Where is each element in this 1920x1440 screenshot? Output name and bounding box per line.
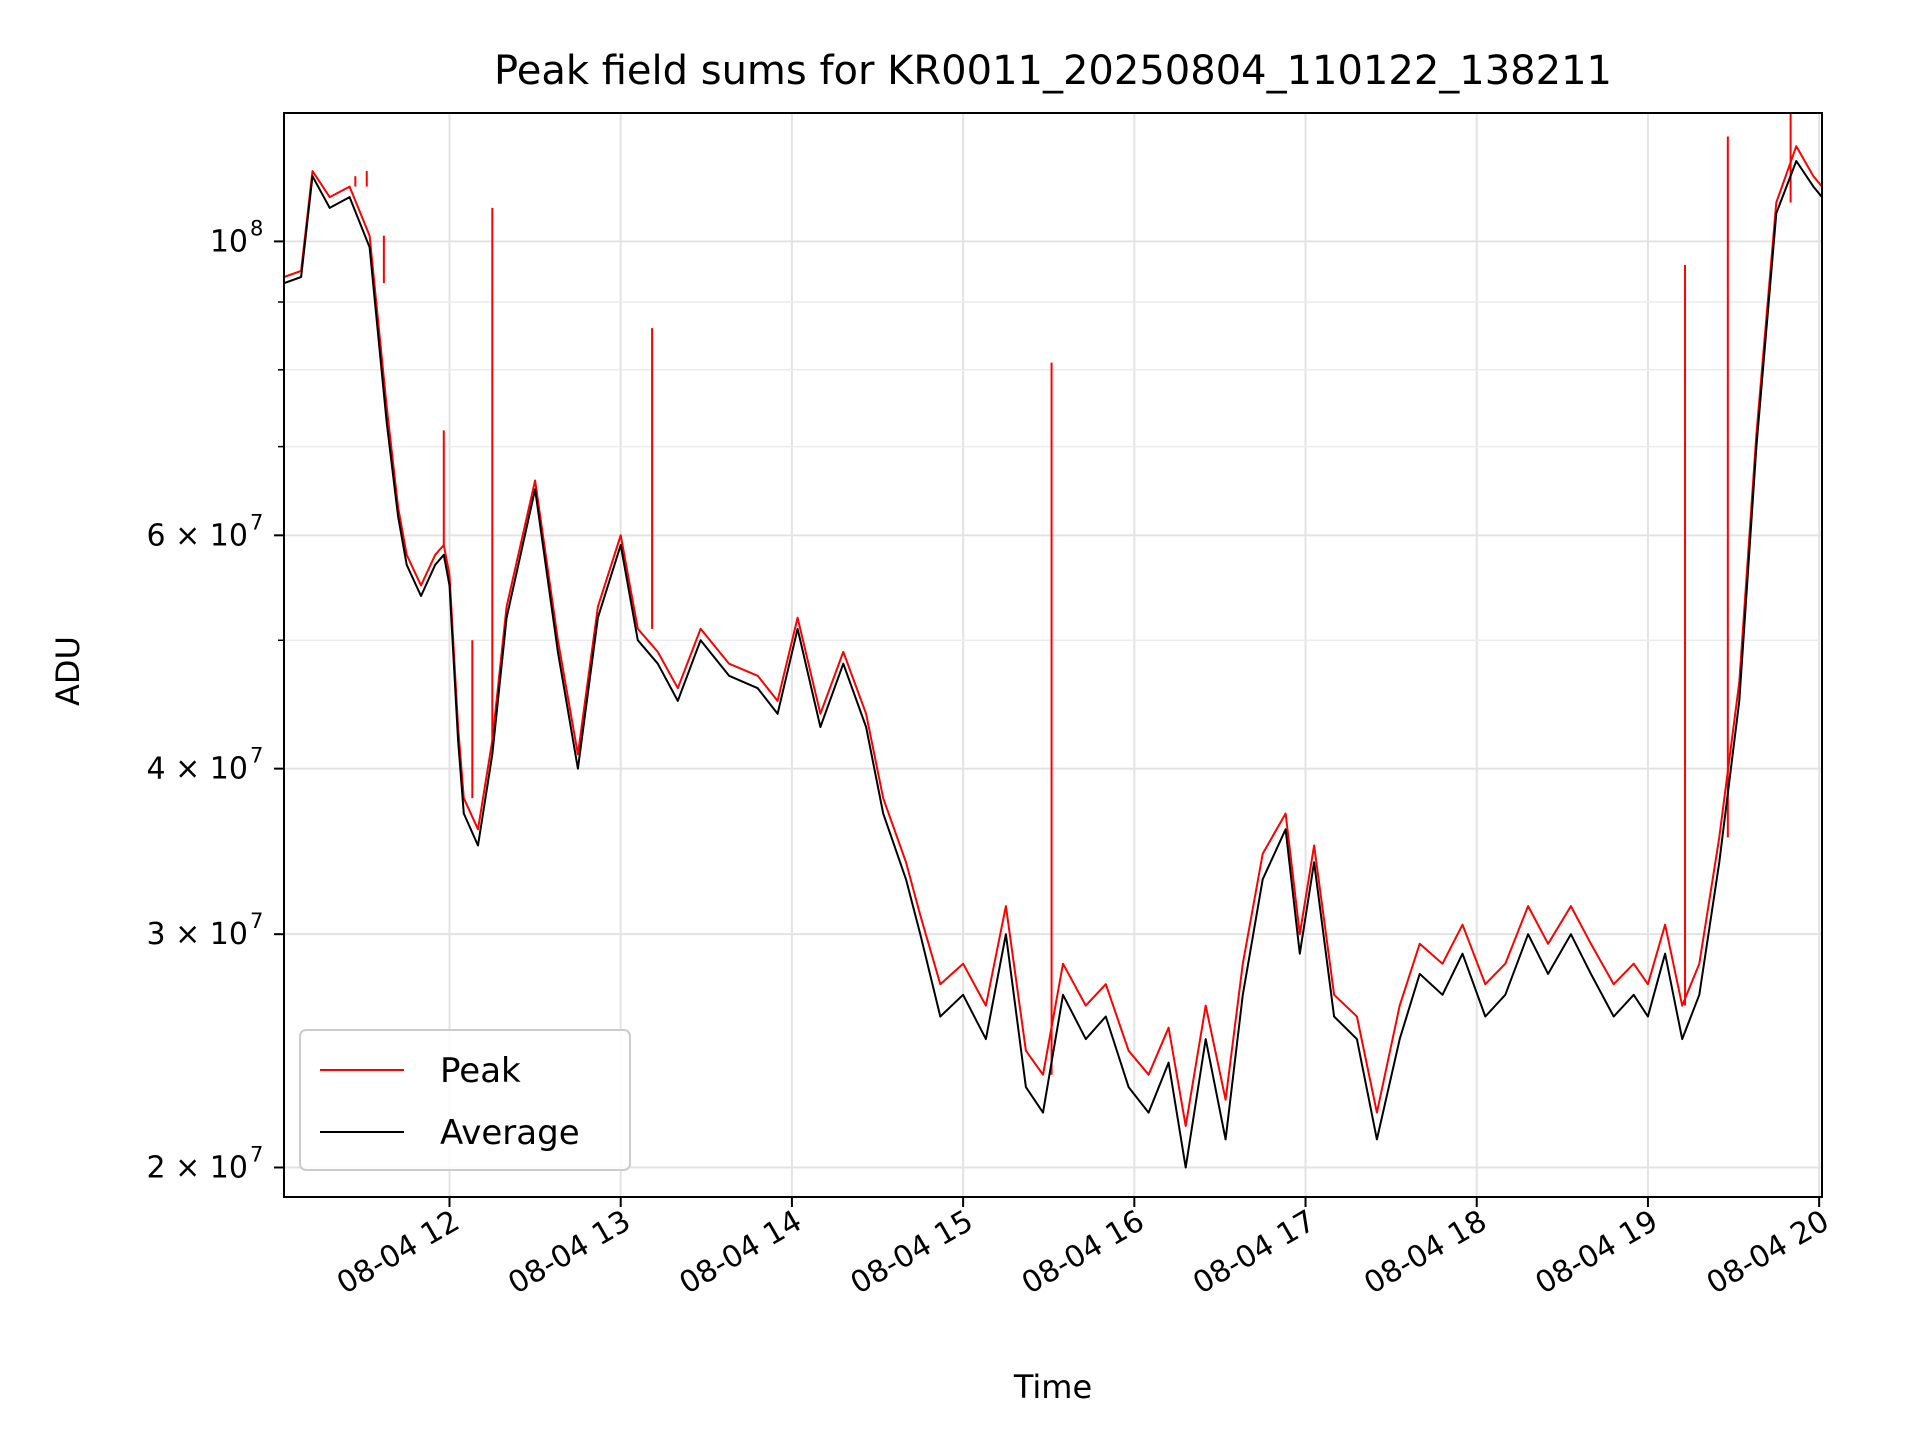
y-tick-exponent: 7 [250, 510, 263, 534]
legend-label-average: Average [440, 1113, 580, 1153]
y-tick-base: 6 × 10 [147, 518, 248, 553]
y-tick-label: 6 × 10 7 [147, 510, 264, 553]
series-line-average [283, 160, 1823, 1169]
y-tick-base: 10 [210, 224, 248, 259]
series-layer [283, 114, 1823, 1169]
y-tick-base: 2 × 10 [147, 1150, 248, 1185]
y-axis-label: ADU [49, 636, 87, 706]
y-tick-base: 4 × 10 [147, 752, 248, 787]
y-tick-label: 10 8 [210, 216, 264, 259]
legend-box [299, 1029, 631, 1171]
x-axis-label: Time [1013, 1368, 1092, 1406]
y-tick-label: 4 × 10 7 [147, 744, 264, 787]
legend-label-peak: Peak [440, 1051, 521, 1091]
y-tick-exponent: 7 [250, 744, 263, 768]
y-tick-base: 3 × 10 [147, 917, 248, 952]
y-tick-exponent: 8 [250, 216, 263, 240]
plot-frame [283, 112, 1823, 1198]
chart-title: Peak field sums for KR0011_20250804_1101… [494, 48, 1612, 94]
y-tick-exponent: 7 [250, 1142, 263, 1166]
y-tick-label: 2 × 10 7 [147, 1142, 264, 1185]
grid [284, 113, 1822, 1197]
y-tick-exponent: 7 [250, 909, 263, 933]
series-line-peak [283, 145, 1823, 1127]
y-tick-label: 3 × 10 7 [147, 909, 264, 952]
legend: Peak Average [299, 1029, 631, 1171]
